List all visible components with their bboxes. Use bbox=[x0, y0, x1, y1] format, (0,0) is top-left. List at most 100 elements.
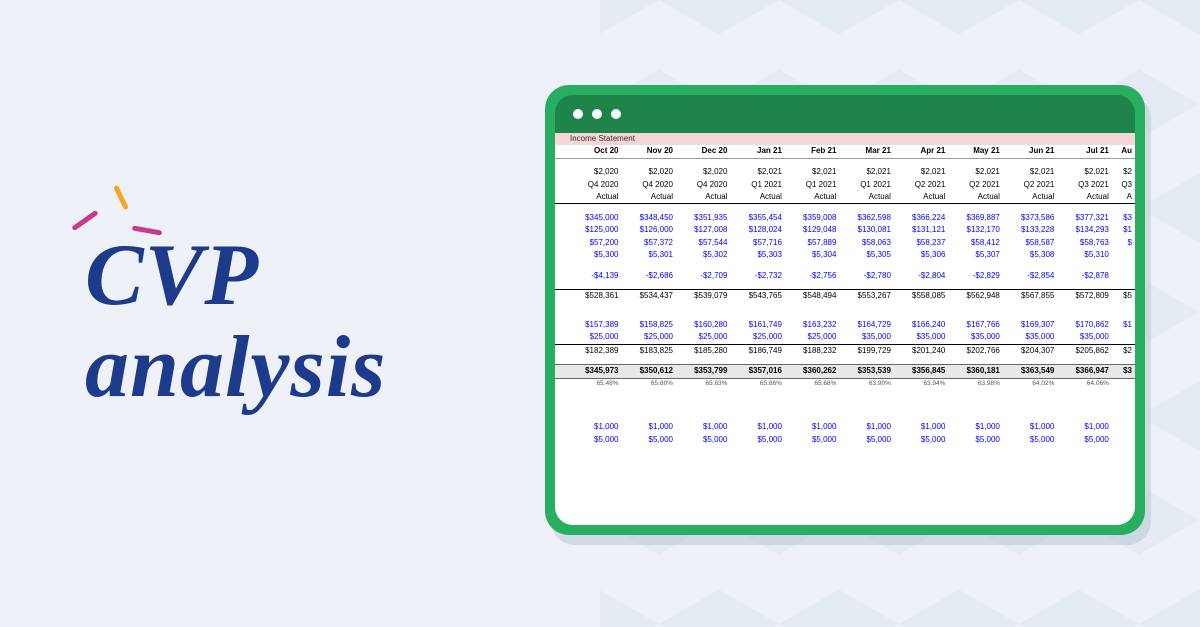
cell: $2,021 bbox=[785, 166, 839, 178]
app-window: Income Statement Oct 20Nov 20Dec 20Jan 2… bbox=[545, 85, 1145, 535]
cell: $57,544 bbox=[676, 237, 730, 249]
cell: $1,000 bbox=[894, 421, 948, 433]
cell: $35,000 bbox=[1003, 331, 1057, 344]
cell bbox=[1112, 434, 1135, 446]
cell: $164,729 bbox=[839, 319, 893, 331]
cell: $5,000 bbox=[567, 434, 621, 446]
cell: $201,240 bbox=[894, 344, 948, 357]
cell: Feb 21 bbox=[785, 145, 839, 158]
cell: $345,000 bbox=[567, 212, 621, 224]
cell: May 21 bbox=[948, 145, 1002, 158]
cell: $1,000 bbox=[1057, 421, 1111, 433]
cell: 64.06% bbox=[1057, 378, 1111, 389]
cell: -$2,878 bbox=[1057, 270, 1111, 282]
cell: 63.90% bbox=[839, 378, 893, 389]
cell: $5,306 bbox=[894, 249, 948, 261]
cell: $572,809 bbox=[1057, 290, 1111, 303]
cell: Q2 2021 bbox=[894, 179, 948, 191]
cell: $25,000 bbox=[785, 331, 839, 344]
table-row: $57,200$57,372$57,544$57,716$57,889$58,0… bbox=[555, 237, 1135, 249]
cell: A bbox=[1112, 191, 1135, 204]
cell: $185,280 bbox=[676, 344, 730, 357]
cell: $128,024 bbox=[730, 224, 784, 236]
cell: $186,749 bbox=[730, 344, 784, 357]
cell: $5,305 bbox=[839, 249, 893, 261]
cell: $161,749 bbox=[730, 319, 784, 331]
cell: $131,121 bbox=[894, 224, 948, 236]
table-row: $157,389$158,825$160,280$161,749$163,232… bbox=[555, 319, 1135, 331]
cell: Oct 20 bbox=[567, 145, 621, 158]
cell: $2,020 bbox=[621, 166, 675, 178]
cell: $127,008 bbox=[676, 224, 730, 236]
table-row: $5,000$5,000$5,000$5,000$5,000$5,000$5,0… bbox=[555, 434, 1135, 446]
cell bbox=[1112, 270, 1135, 282]
cell: $35,000 bbox=[1057, 331, 1111, 344]
income-table: Income Statement Oct 20Nov 20Dec 20Jan 2… bbox=[555, 133, 1135, 446]
cell: $5,303 bbox=[730, 249, 784, 261]
cell: $1,000 bbox=[839, 421, 893, 433]
cell: $353,799 bbox=[676, 365, 730, 378]
table-label: Income Statement bbox=[567, 133, 676, 145]
cell: $158,825 bbox=[621, 319, 675, 331]
page-title: CVP analysis bbox=[85, 230, 386, 415]
cell: $5,304 bbox=[785, 249, 839, 261]
spreadsheet: Income Statement Oct 20Nov 20Dec 20Jan 2… bbox=[555, 133, 1135, 525]
cell: $360,262 bbox=[785, 365, 839, 378]
cell: $134,293 bbox=[1057, 224, 1111, 236]
cell: $2,020 bbox=[567, 166, 621, 178]
cell: $5,000 bbox=[785, 434, 839, 446]
cell: $1 bbox=[1112, 224, 1135, 236]
cell: $534,437 bbox=[621, 290, 675, 303]
cell: $167,766 bbox=[948, 319, 1002, 331]
cell: $2,021 bbox=[839, 166, 893, 178]
table-row: $25,000$25,000$25,000$25,000$25,000$35,0… bbox=[555, 331, 1135, 344]
cell: -$2,709 bbox=[676, 270, 730, 282]
cell: $1,000 bbox=[621, 421, 675, 433]
cell: 65.66% bbox=[730, 378, 784, 389]
cell: $5,310 bbox=[1057, 249, 1111, 261]
cell: Q1 2021 bbox=[730, 179, 784, 191]
cell: $3 bbox=[1112, 365, 1135, 378]
cell: $5,300 bbox=[567, 249, 621, 261]
cell: $130,081 bbox=[839, 224, 893, 236]
cell: $558,085 bbox=[894, 290, 948, 303]
cell: $553,267 bbox=[839, 290, 893, 303]
cell: $1,000 bbox=[948, 421, 1002, 433]
cell: $1,000 bbox=[676, 421, 730, 433]
cell: $2,020 bbox=[676, 166, 730, 178]
cell: $35,000 bbox=[839, 331, 893, 344]
cell bbox=[1112, 331, 1135, 344]
cell: $345,973 bbox=[567, 365, 621, 378]
cell: -$2,780 bbox=[839, 270, 893, 282]
cell: $351,935 bbox=[676, 212, 730, 224]
cell: $2,021 bbox=[730, 166, 784, 178]
cell: Q1 2021 bbox=[839, 179, 893, 191]
cell: $562,948 bbox=[948, 290, 1002, 303]
year-row: $2,020$2,020$2,020$2,021$2,021$2,021$2,0… bbox=[555, 166, 1135, 178]
cell: $5,301 bbox=[621, 249, 675, 261]
cell: $5,000 bbox=[676, 434, 730, 446]
cell: $539,079 bbox=[676, 290, 730, 303]
cell: Q4 2020 bbox=[621, 179, 675, 191]
cell: $356,845 bbox=[894, 365, 948, 378]
quarter-row: Q4 2020Q4 2020Q4 2020Q1 2021Q1 2021Q1 20… bbox=[555, 179, 1135, 191]
cell: $5,308 bbox=[1003, 249, 1057, 261]
total-row: $345,973$350,612$353,799$357,016$360,262… bbox=[555, 365, 1135, 378]
cell: Actual bbox=[785, 191, 839, 204]
cell: 65.68% bbox=[785, 378, 839, 389]
cell: $204,307 bbox=[1003, 344, 1057, 357]
cell: $188,232 bbox=[785, 344, 839, 357]
cell: $169,307 bbox=[1003, 319, 1057, 331]
cell: 65.60% bbox=[621, 378, 675, 389]
cell: Actual bbox=[730, 191, 784, 204]
cell: -$2,829 bbox=[948, 270, 1002, 282]
cell: Q2 2021 bbox=[1003, 179, 1057, 191]
cell: $205,862 bbox=[1057, 344, 1111, 357]
cell: $3 bbox=[1112, 212, 1135, 224]
cell: $57,372 bbox=[621, 237, 675, 249]
cell: -$2,804 bbox=[894, 270, 948, 282]
cell: -$2,686 bbox=[621, 270, 675, 282]
cell: $355,454 bbox=[730, 212, 784, 224]
window-dot-icon bbox=[611, 109, 621, 119]
table-row: $125,000$126,000$127,008$128,024$129,048… bbox=[555, 224, 1135, 236]
